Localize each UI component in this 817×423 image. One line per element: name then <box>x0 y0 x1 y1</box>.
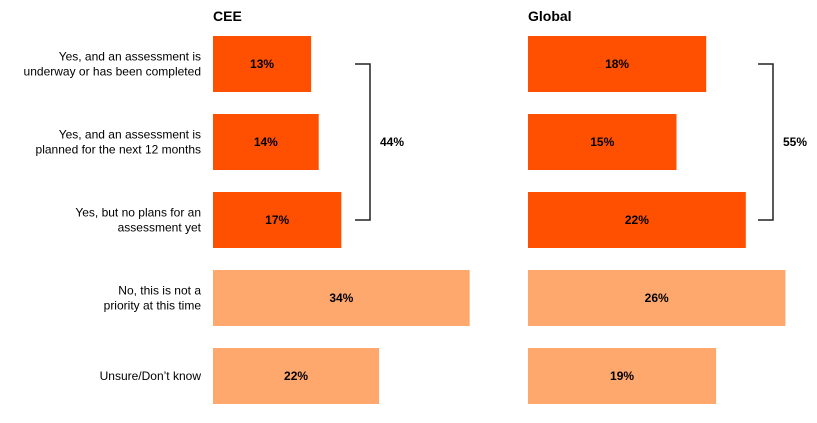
bar <box>213 192 342 248</box>
category-label: No, this is not a priority at this time <box>104 284 202 313</box>
bracket-label: 55% <box>783 135 807 149</box>
bracket-label: 44% <box>380 135 404 149</box>
bar <box>528 270 786 326</box>
category-label: Yes, but no plans for an assessment yet <box>75 206 201 235</box>
bar <box>528 114 677 170</box>
category-label-line: planned for the next 12 months <box>36 143 201 157</box>
category-label-line: Yes, and an assessment is <box>59 128 201 142</box>
category-label: Unsure/Don’t know <box>100 369 202 383</box>
bar <box>213 348 380 404</box>
category-label-line: Yes, but no plans for an <box>75 206 201 220</box>
bar <box>213 270 470 326</box>
bar-value-label: 19% <box>610 369 634 383</box>
bar-value-label: 14% <box>254 135 278 149</box>
bar <box>528 348 717 404</box>
bar-value-label: 18% <box>605 57 629 71</box>
bar-value-label: 22% <box>625 213 649 227</box>
category-label-line: priority at this time <box>104 299 202 313</box>
bracket <box>758 63 774 221</box>
category-label-line: No, this is not a <box>118 284 201 298</box>
category-label-line: underway or has been completed <box>24 65 201 79</box>
category-label-line: Unsure/Don’t know <box>100 369 202 383</box>
bar <box>528 192 746 248</box>
category-label: Yes, and an assessment is underway or has… <box>24 50 201 79</box>
bar <box>213 36 312 92</box>
bar <box>213 114 319 170</box>
bar-value-label: 34% <box>329 291 353 305</box>
bar-value-label: 26% <box>645 291 669 305</box>
panel-title: CEE <box>213 8 242 24</box>
bracket <box>355 63 371 221</box>
bar-value-label: 17% <box>265 213 289 227</box>
bar-value-label: 22% <box>284 369 308 383</box>
category-label-line: assessment yet <box>118 221 202 235</box>
category-label: Yes, and an assessment is planned for the… <box>36 128 201 157</box>
bar <box>528 36 707 92</box>
panel-title: Global <box>528 8 572 24</box>
category-label-line: Yes, and an assessment is <box>59 50 201 64</box>
bar-value-label: 13% <box>250 57 274 71</box>
bar-value-label: 15% <box>590 135 614 149</box>
